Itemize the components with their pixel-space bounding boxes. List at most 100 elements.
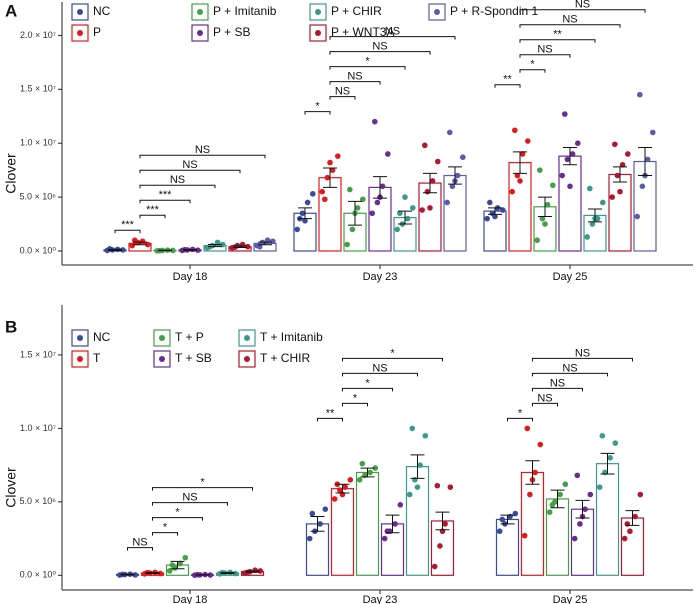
significance-label: * xyxy=(175,507,180,519)
data-point xyxy=(487,199,493,206)
significance-label: NS xyxy=(182,492,197,504)
data-point xyxy=(559,172,565,179)
significance-label: NS xyxy=(385,26,400,38)
legend-label: T + Imitanib xyxy=(260,330,323,344)
significance-bracket xyxy=(152,532,178,536)
data-point xyxy=(214,239,221,246)
y-tick-label: 2.0 × 10⁷ xyxy=(20,30,56,40)
data-point xyxy=(372,118,378,125)
data-point xyxy=(309,510,316,517)
legend-dot xyxy=(244,335,250,341)
significance-bracket xyxy=(329,66,406,70)
data-point xyxy=(424,188,431,195)
data-point xyxy=(574,472,581,479)
y-axis-label: Clover xyxy=(3,153,19,194)
data-point xyxy=(447,484,454,490)
legend-label: P + Imitanib xyxy=(213,4,277,18)
error-bar xyxy=(108,248,122,251)
data-point xyxy=(402,194,408,200)
data-point xyxy=(354,205,361,211)
significance-label: ** xyxy=(503,74,512,86)
y-tick-label: 1.5 × 10⁷ xyxy=(20,84,56,94)
error-bar xyxy=(133,241,147,246)
data-point xyxy=(367,469,373,476)
x-tick-label: Day 18 xyxy=(173,271,208,283)
data-point xyxy=(322,506,329,513)
significance-bracket xyxy=(139,184,216,189)
legend-label: T + CHIR xyxy=(260,351,310,365)
data-point xyxy=(449,183,456,190)
data-point xyxy=(532,469,538,476)
data-point xyxy=(596,484,603,490)
error-bar xyxy=(335,483,350,494)
data-point xyxy=(569,151,576,157)
significance-bracket xyxy=(139,169,241,174)
data-point xyxy=(537,167,543,173)
data-point xyxy=(617,188,623,195)
data-point xyxy=(429,178,436,184)
data-point xyxy=(521,532,528,539)
data-point xyxy=(319,188,326,195)
data-point xyxy=(607,454,613,461)
significance-label: *** xyxy=(159,189,173,201)
significance-bracket xyxy=(329,96,356,100)
data-point xyxy=(182,554,189,561)
error-bar xyxy=(525,460,540,485)
error-bar xyxy=(423,172,437,194)
data-point xyxy=(460,154,466,161)
data-point xyxy=(577,521,583,527)
x-tick-label: Day 25 xyxy=(553,594,588,604)
data-point xyxy=(374,199,381,206)
data-point xyxy=(409,425,416,432)
data-point xyxy=(232,570,239,577)
legend-dot xyxy=(315,30,321,36)
significance-label: NS xyxy=(132,537,147,549)
x-tick-label: Day 23 xyxy=(363,594,398,604)
data-point xyxy=(519,151,526,157)
data-point xyxy=(270,238,276,245)
significance-label: NS xyxy=(562,362,577,374)
legend-dot xyxy=(77,30,83,36)
data-point xyxy=(132,237,138,244)
legend-dot xyxy=(159,356,165,362)
data-point xyxy=(310,191,316,197)
error-bar xyxy=(220,572,235,575)
legend-dot xyxy=(77,9,83,15)
data-point xyxy=(306,535,313,542)
data-point xyxy=(324,174,331,181)
bar xyxy=(520,471,545,576)
legend-label: P xyxy=(93,25,101,39)
significance-bracket xyxy=(519,54,571,58)
data-point xyxy=(169,562,176,568)
bar xyxy=(355,471,380,576)
data-point xyxy=(549,501,556,508)
data-point xyxy=(129,242,135,249)
data-point xyxy=(294,226,301,233)
legend-label: T + P xyxy=(175,330,204,344)
error-bar xyxy=(298,207,312,220)
data-point xyxy=(514,172,521,179)
data-point xyxy=(484,215,491,222)
error-bar xyxy=(435,511,450,531)
x-tick-label: Day 18 xyxy=(173,594,208,604)
data-point xyxy=(344,241,351,248)
data-point xyxy=(621,535,628,542)
error-bar xyxy=(550,489,565,509)
data-point xyxy=(575,140,581,147)
data-point xyxy=(302,218,308,224)
data-point xyxy=(157,570,164,577)
significance-bracket xyxy=(532,372,608,377)
data-point xyxy=(434,482,441,489)
panel-label: B xyxy=(5,317,17,336)
significance-label: NS xyxy=(335,86,350,98)
significance-bracket xyxy=(114,229,141,234)
data-point xyxy=(512,127,518,134)
data-point xyxy=(349,226,356,233)
data-point xyxy=(356,477,363,483)
significance-bracket xyxy=(532,387,583,392)
legend-label: P + SB xyxy=(213,25,250,39)
significance-bracket xyxy=(519,39,596,43)
data-point xyxy=(567,183,573,190)
error-bar xyxy=(513,151,527,174)
data-point xyxy=(381,535,388,542)
